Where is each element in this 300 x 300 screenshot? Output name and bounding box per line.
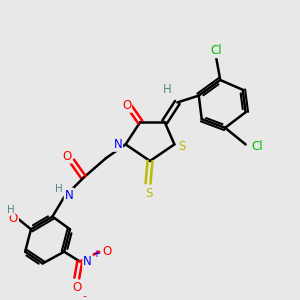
Text: N: N — [113, 138, 122, 151]
Text: H: H — [163, 83, 172, 96]
Text: O: O — [9, 212, 18, 225]
Text: O: O — [102, 245, 112, 258]
Text: N: N — [64, 189, 74, 202]
Text: H: H — [7, 205, 14, 215]
Text: O: O — [72, 281, 82, 294]
Text: -: - — [82, 291, 87, 300]
Text: O: O — [62, 150, 72, 163]
Text: Cl: Cl — [251, 140, 263, 153]
Text: Cl: Cl — [211, 44, 222, 57]
Text: O: O — [122, 99, 131, 112]
Text: N: N — [83, 255, 92, 268]
Text: S: S — [178, 140, 186, 153]
Text: S: S — [145, 187, 153, 200]
Text: H: H — [56, 184, 63, 194]
Text: +: + — [92, 249, 100, 259]
